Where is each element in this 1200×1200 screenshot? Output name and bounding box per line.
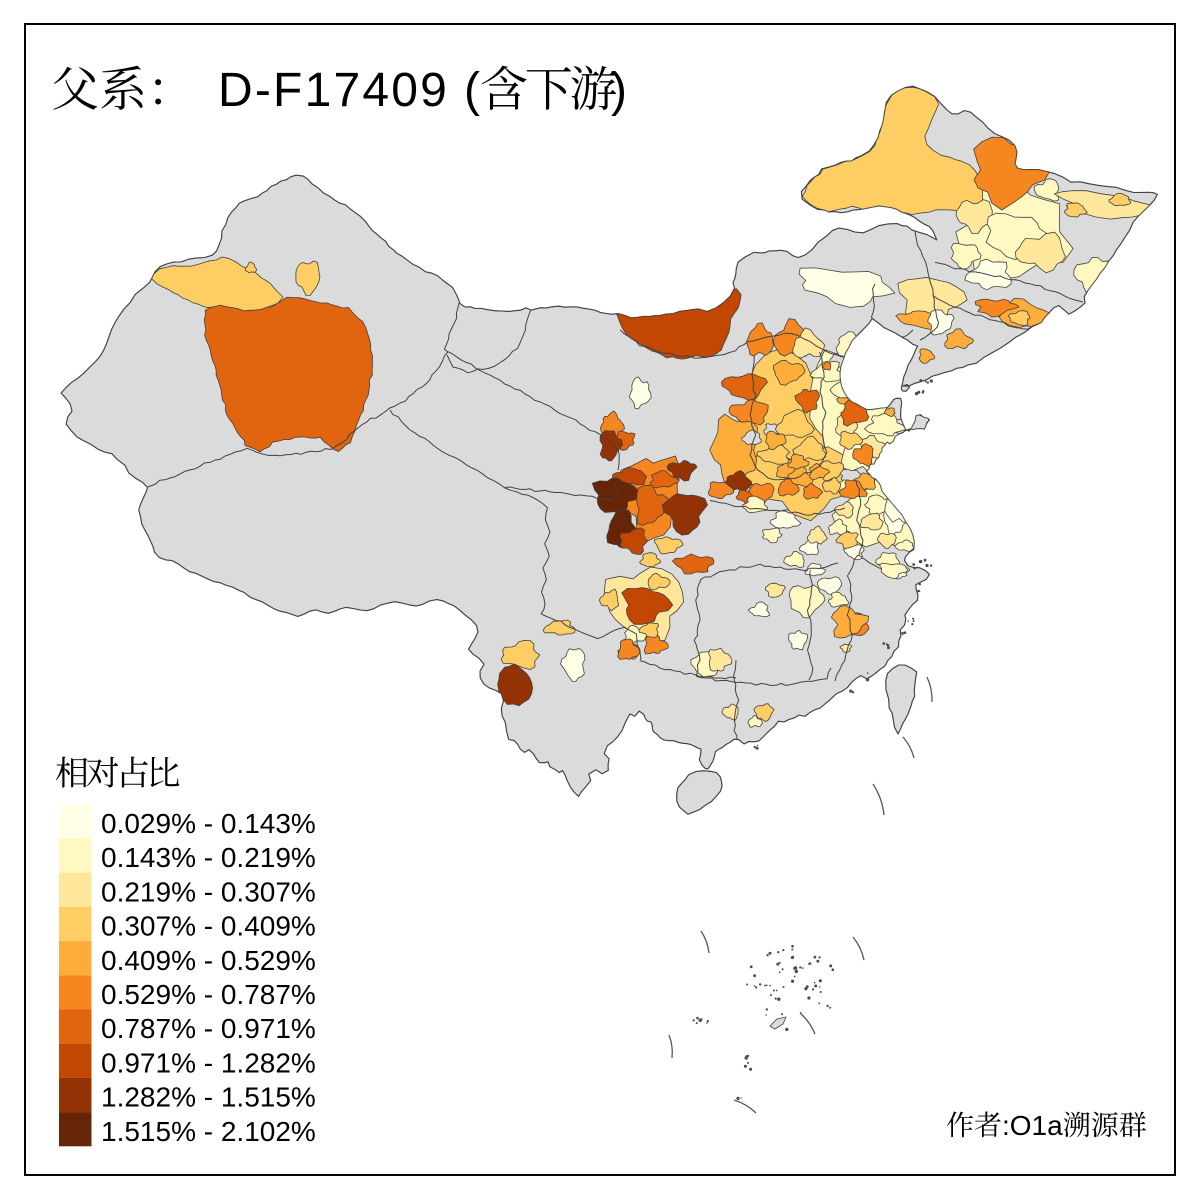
svg-text:0.409% - 0.529%: 0.409% - 0.529% [101,945,316,976]
svg-text:0.787% - 0.971%: 0.787% - 0.971% [101,1013,316,1044]
svg-text:0.307% - 0.409%: 0.307% - 0.409% [101,911,316,942]
svg-text:1.515% - 2.102%: 1.515% - 2.102% [101,1116,316,1147]
svg-text:): ) [611,64,627,117]
svg-text:D-F17409: D-F17409 [218,64,449,117]
svg-text:1.282% - 1.515%: 1.282% - 1.515% [101,1082,316,1113]
svg-text:(: ( [464,64,480,117]
svg-text::O1a: :O1a [1002,1110,1063,1141]
svg-text:0.971% - 1.282%: 0.971% - 1.282% [101,1047,316,1078]
svg-text:0.529% - 0.787%: 0.529% - 0.787% [101,979,316,1010]
svg-text:0.219% - 0.307%: 0.219% - 0.307% [101,876,316,907]
svg-text:0.029% - 0.143%: 0.029% - 0.143% [101,808,316,839]
svg-text:0.143% - 0.219%: 0.143% - 0.219% [101,842,316,873]
